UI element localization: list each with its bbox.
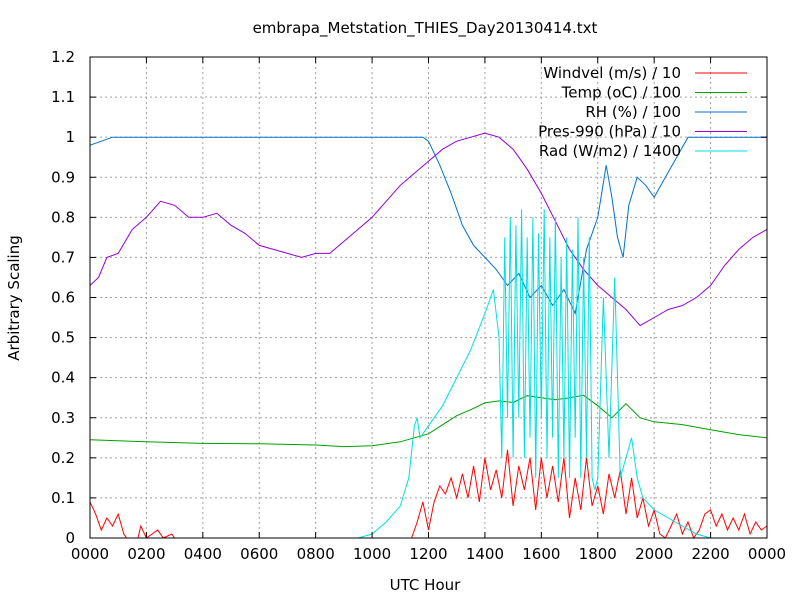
series-line-4 [90, 209, 767, 539]
y-tick-label: 0.2 [51, 449, 75, 467]
legend-label: Windvel (m/s) / 10 [543, 64, 681, 82]
x-tick-label: 1400 [466, 545, 504, 563]
x-tick-label: 0800 [297, 545, 335, 563]
series-line-1 [89, 394, 768, 448]
x-tick-label: 1600 [522, 545, 560, 563]
x-tick-label: 0000 [748, 545, 786, 563]
chart-title: embrapa_Metstation_THIES_Day20130414.txt [253, 19, 598, 38]
legend-label: RH (%) / 100 [585, 103, 681, 121]
y-tick-label: 0.6 [51, 289, 75, 307]
y-axis-label: Arbitrary Scaling [5, 235, 23, 361]
y-tick-label: 0.9 [51, 168, 75, 186]
series-line-3 [89, 132, 768, 327]
x-tick-label: 2000 [635, 545, 673, 563]
series-line-2 [89, 136, 767, 316]
y-tick-label: 0.5 [51, 329, 75, 347]
y-tick-label: 0.1 [51, 489, 75, 507]
legend-label: Rad (W/m2) / 1400 [539, 142, 681, 160]
y-tick-label: 1.1 [51, 88, 75, 106]
y-tick-label: 0.8 [51, 208, 75, 226]
legend-label: Temp (oC) / 100 [561, 84, 681, 102]
y-tick-label: 0.7 [51, 248, 75, 266]
y-tick-label: 0.3 [51, 409, 75, 427]
x-tick-label: 1800 [579, 545, 617, 563]
y-tick-label: 1 [65, 128, 75, 146]
x-tick-label: 0400 [184, 545, 222, 563]
x-tick-label: 0000 [71, 545, 109, 563]
x-axis-label: UTC Hour [390, 576, 461, 594]
x-tick-label: 2200 [691, 545, 729, 563]
x-tick-label: 0600 [240, 545, 278, 563]
y-ticks: 0 0.1 0.2 0.3 0.4 0.5 0.6 0.7 0.8 0.9 1 1.1 1.2 [51, 48, 767, 547]
x-tick-label: 1200 [409, 545, 447, 563]
y-tick-label: 1.2 [51, 48, 75, 66]
x-tick-label: 0200 [127, 545, 165, 563]
y-tick-label: 0.4 [51, 369, 75, 387]
x-tick-label: 1000 [353, 545, 391, 563]
legend-label: Pres-990 (hPa) / 10 [538, 123, 681, 141]
x-ticks: 0000 0200 0400 0600 0800 1000 1200 1400 1600 1800… [71, 57, 786, 563]
y-tick-label: 0 [65, 529, 75, 547]
